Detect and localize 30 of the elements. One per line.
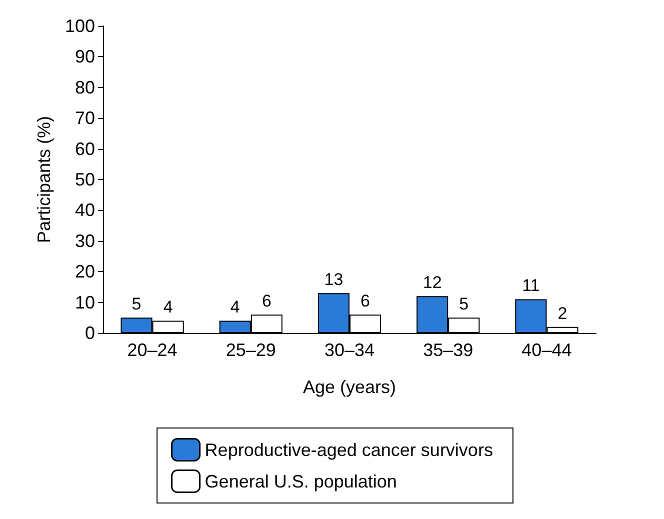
legend-label: Reproductive-aged cancer survivors <box>204 440 493 460</box>
data-label: 4 <box>230 298 240 317</box>
y-tick-label: 20 <box>74 262 95 282</box>
x-axis-title: Age (years) <box>302 377 396 397</box>
data-label: 6 <box>262 292 272 311</box>
legend-label: General U.S. population <box>204 471 397 492</box>
data-label: 5 <box>132 294 142 314</box>
x-tick-label: 30–34 <box>324 340 375 360</box>
data-label: 11 <box>522 276 540 296</box>
y-tick-label: 0 <box>84 323 95 343</box>
data-label: 2 <box>558 304 568 323</box>
data-label: 4 <box>163 298 173 317</box>
y-tick-label: 30 <box>74 230 95 251</box>
y-axis-title: Participants (%) <box>34 116 54 244</box>
y-tick-label: 50 <box>74 170 95 190</box>
y-tick-label: 60 <box>74 138 95 159</box>
x-tick-label: 25–29 <box>226 340 276 360</box>
data-label: 5 <box>459 294 469 314</box>
y-tick-label: 80 <box>74 77 95 98</box>
data-label: 13 <box>324 270 344 290</box>
data-label: 12 <box>422 273 442 292</box>
y-tick-label: 70 <box>74 108 95 128</box>
y-tick-label: 90 <box>74 46 95 67</box>
data-label: 6 <box>360 292 370 311</box>
x-tick-label: 35–39 <box>423 340 474 360</box>
x-tick-label: 40–44 <box>522 340 572 360</box>
y-tick-label: 10 <box>74 292 95 312</box>
y-tick-label: 40 <box>74 200 95 220</box>
x-tick-label: 20–24 <box>127 340 178 360</box>
y-tick-label: 100 <box>64 16 95 36</box>
